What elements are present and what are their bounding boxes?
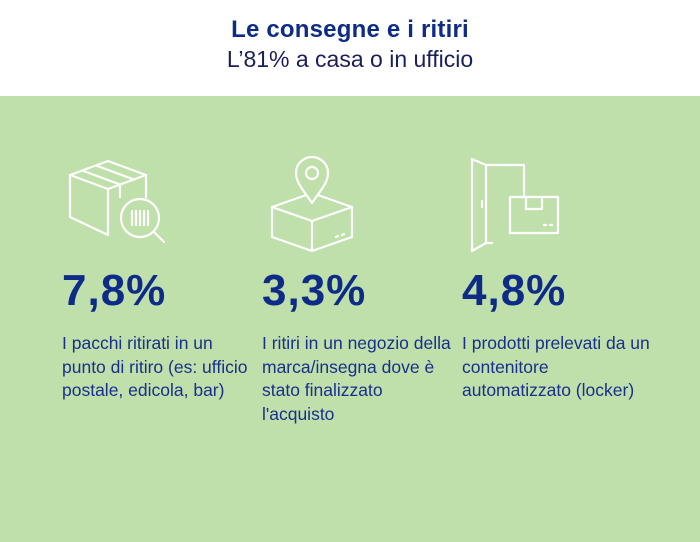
stat-description: I pacchi ritirati in un punto di ritiro … (62, 333, 248, 400)
stat-description: I prodotti prelevati da un contenitore a… (462, 333, 650, 400)
header: Le consegne e i ritiri L’81% a casa o in… (0, 0, 700, 96)
box-location-pin-icon (262, 151, 372, 256)
stat-value: 4,8% (462, 266, 567, 315)
page-subtitle: L’81% a casa o in ufficio (226, 46, 474, 72)
stat-pickup-point: 7,8% I pacchi ritirati in un punto di ri… (62, 96, 262, 542)
stat-brand-store: 3,3% I ritiri in un negozio della marca/… (262, 96, 462, 542)
locker-box-icon (462, 151, 572, 256)
stat-value: 7,8% (62, 266, 167, 315)
stats-panel: 7,8% I pacchi ritirati in un punto di ri… (0, 96, 700, 542)
box-barcode-icon (62, 151, 172, 256)
stat-locker: 4,8% I prodotti prelevati da un contenit… (462, 96, 662, 542)
stat-value: 3,3% (262, 266, 367, 315)
page-title: Le consegne e i ritiri (231, 16, 469, 43)
stat-description: I ritiri in un negozio della marca/inseg… (262, 333, 451, 424)
